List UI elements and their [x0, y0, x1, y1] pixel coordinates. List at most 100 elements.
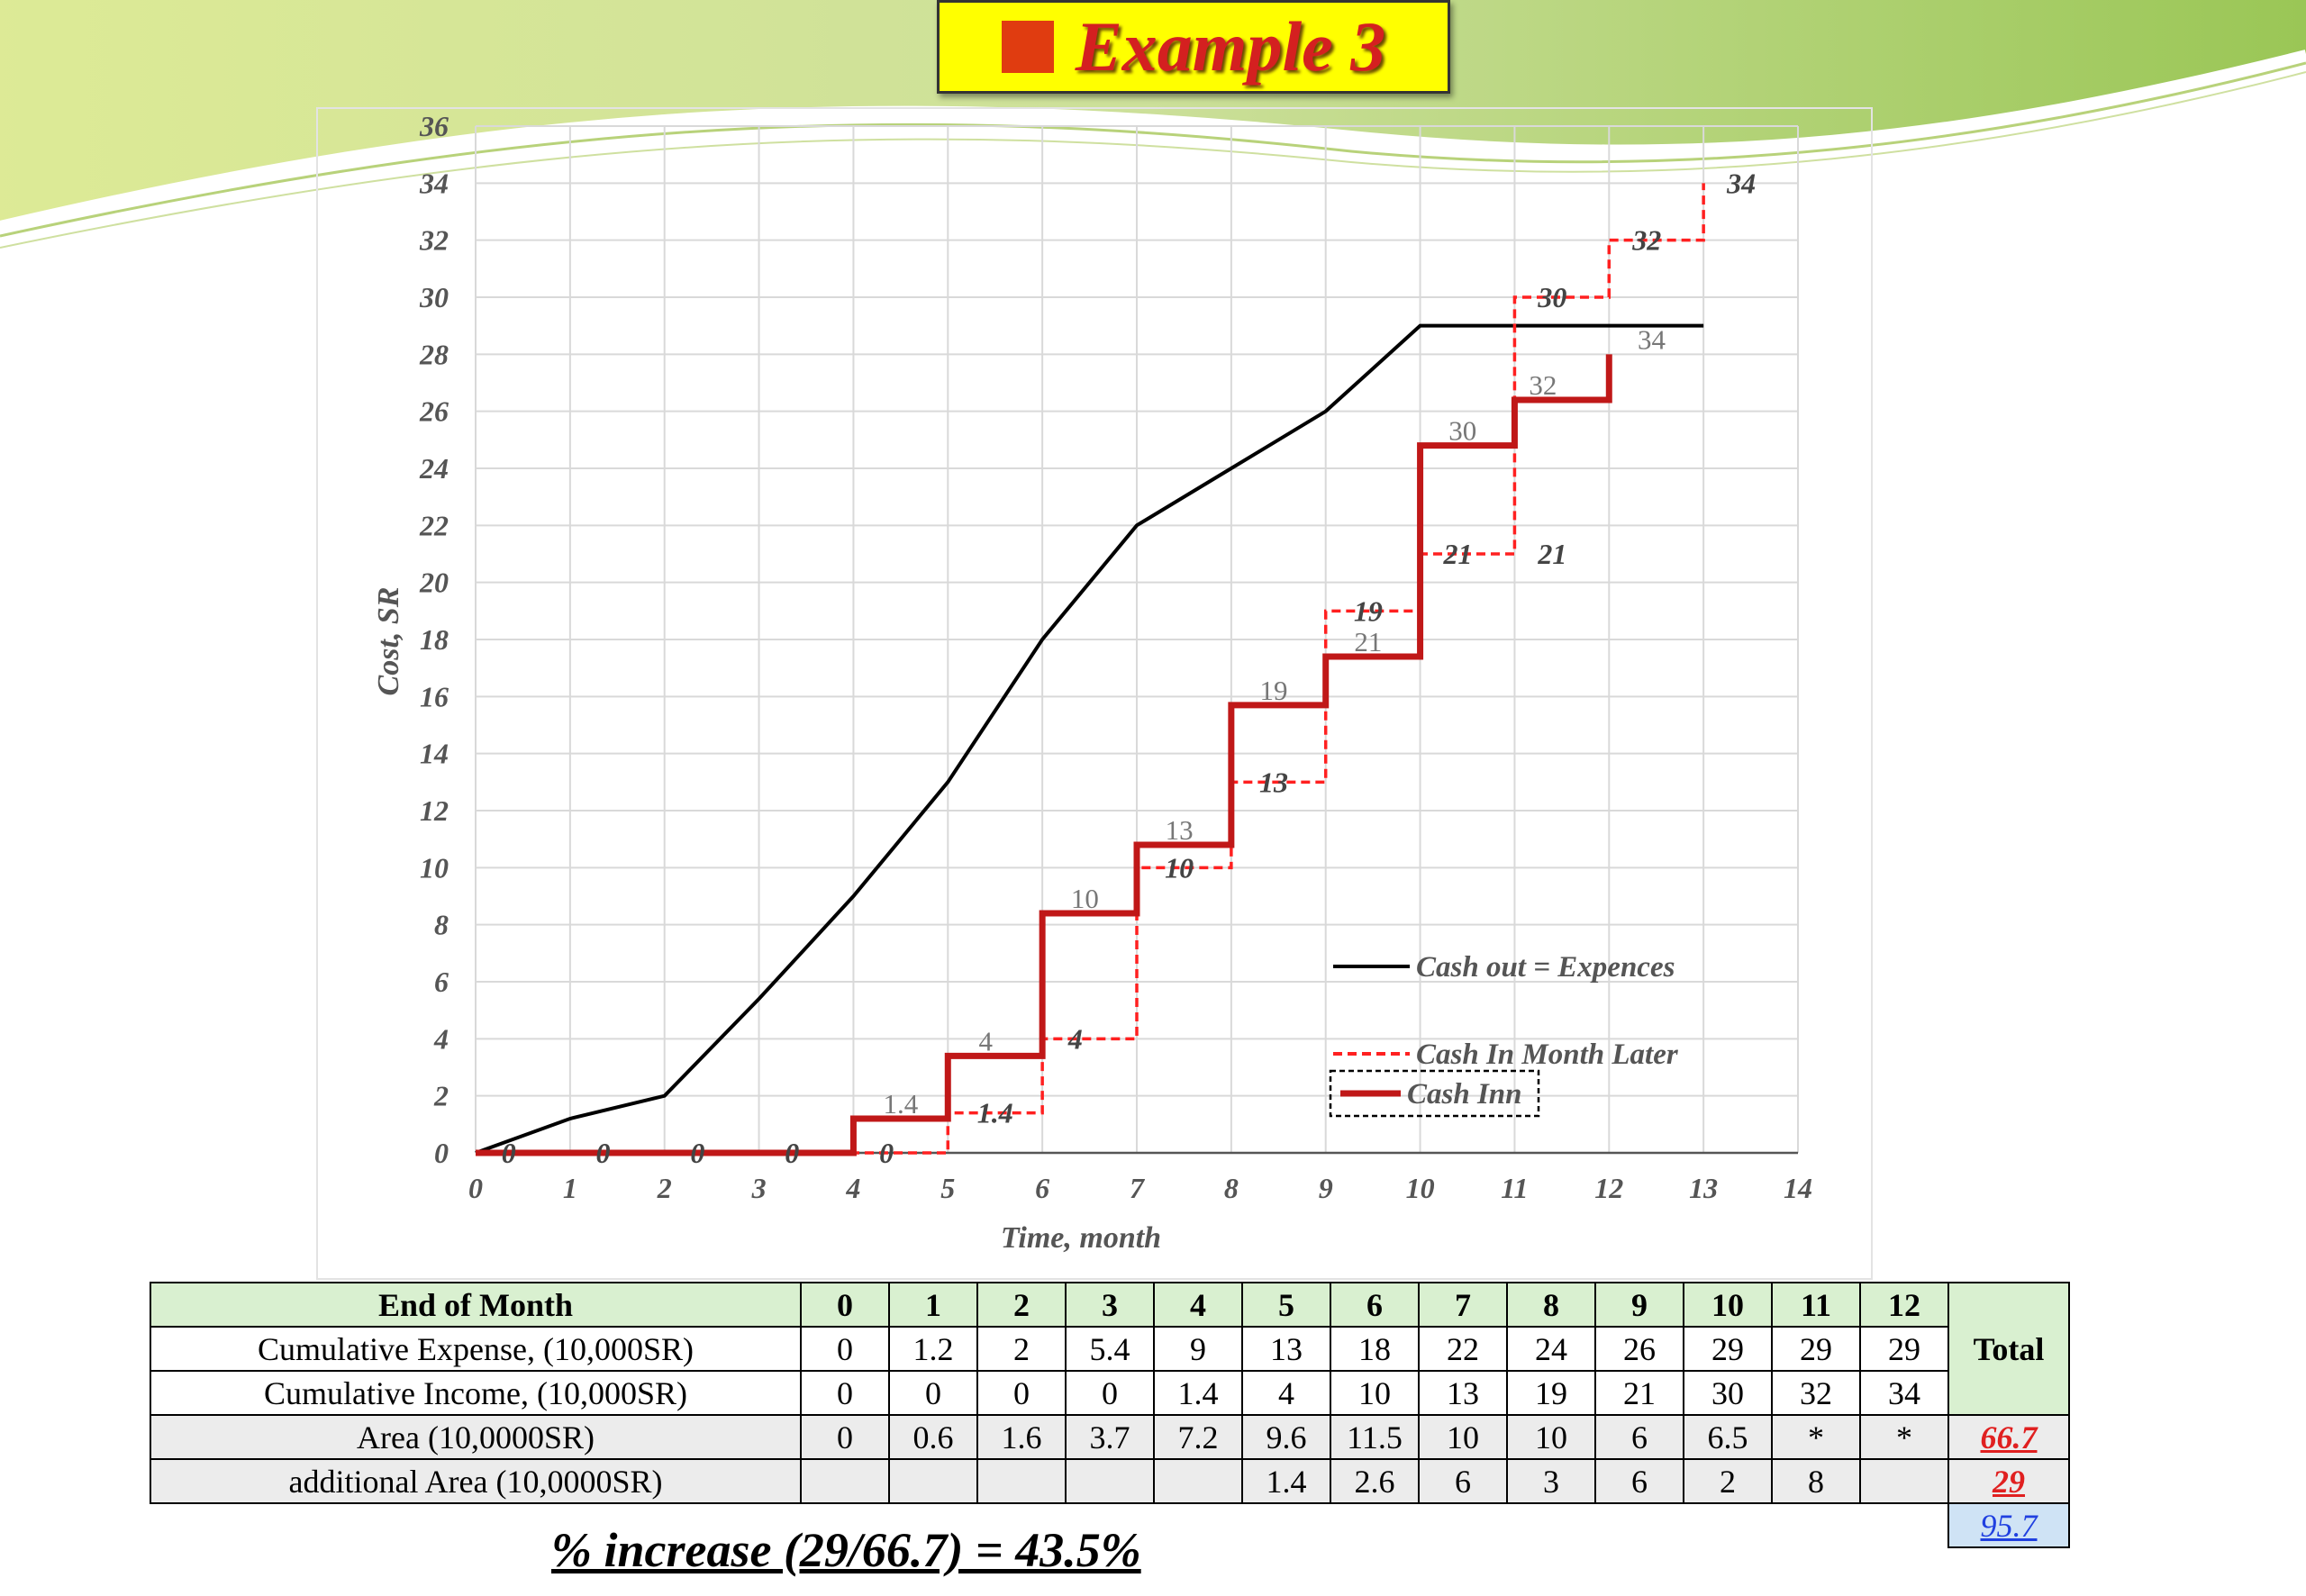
y-tick-label: 30: [419, 281, 449, 313]
table-cell: 1.4: [1241, 1458, 1331, 1504]
legend-label-cash-inn: Cash Inn: [1407, 1078, 1522, 1111]
chart-axes: 0 1 2 3 4 5 6 7 8 9 10 11 12 13 1402468101214161820222…: [419, 110, 1812, 1204]
y-tick-label: 18: [420, 623, 449, 656]
table-month-header: 0: [800, 1282, 890, 1328]
table-cell: 7.2: [1153, 1414, 1243, 1460]
data-label-cash-later: 34: [1726, 167, 1756, 199]
table-cell: 10: [1330, 1370, 1420, 1416]
table-cell: 0: [1065, 1370, 1155, 1416]
x-tick-label: 2: [657, 1172, 672, 1204]
data-label-cash-inn: 21: [1354, 626, 1382, 657]
table-cell: 8: [1771, 1458, 1861, 1504]
y-tick-label: 2: [433, 1080, 449, 1112]
table-cell: 0.6: [888, 1414, 978, 1460]
chart-legend: Cash out = Expences Cash In Month Later …: [1329, 951, 1679, 1118]
table-cell: 0: [800, 1370, 890, 1416]
x-tick-label: 1: [563, 1172, 577, 1204]
table-cell: 29: [1683, 1326, 1773, 1372]
table-cell: 10: [1418, 1414, 1508, 1460]
x-tick-label: 14: [1784, 1172, 1812, 1204]
table-month-header: 6: [1330, 1282, 1420, 1328]
slide-title: Example 3: [1075, 7, 1386, 86]
table-row-label: Cumulative Income, (10,000SR): [150, 1370, 802, 1416]
table-cell: 4: [1241, 1370, 1331, 1416]
table-month-header: 8: [1506, 1282, 1596, 1328]
table-cell: [976, 1458, 1067, 1504]
data-label-cash-inn: 32: [1529, 369, 1557, 401]
y-tick-label: 32: [419, 224, 449, 257]
table-cell: 11.5: [1330, 1414, 1420, 1460]
chart-series-layer: [475, 183, 1705, 1156]
table-cell: 1.6: [976, 1414, 1067, 1460]
table-cell: 2: [976, 1326, 1067, 1372]
table-row-label: Area (10,0000SR): [150, 1414, 802, 1460]
data-label-cash-inn: 30: [1448, 415, 1476, 447]
table-cell: 10: [1506, 1414, 1596, 1460]
table-month-header: 11: [1771, 1282, 1861, 1328]
table-month-header: 9: [1594, 1282, 1684, 1328]
y-tick-label: 6: [434, 966, 449, 998]
x-tick-label: 7: [1130, 1172, 1146, 1204]
y-tick-label: 14: [420, 738, 449, 770]
table-month-header: 7: [1418, 1282, 1508, 1328]
x-tick-label: 6: [1035, 1172, 1049, 1204]
table-month-header: 4: [1153, 1282, 1243, 1328]
y-tick-label: 28: [419, 338, 449, 370]
y-tick-label: 10: [420, 851, 449, 884]
x-tick-label: 11: [1501, 1172, 1528, 1204]
cash-flow-table: End of Month 0 1 2 3 4 5 6 7 8 9 10 11 1…: [150, 1282, 2070, 1548]
data-label-cash-later: 21: [1443, 538, 1473, 570]
table-month-header: 1: [888, 1282, 978, 1328]
table-cell: 6: [1418, 1458, 1508, 1504]
table-row-expense: Cumulative Expense, (10,000SR) 0 1.2 2 5…: [150, 1326, 2069, 1372]
table-cell: 1.4: [1153, 1370, 1243, 1416]
table-cell: 21: [1594, 1370, 1684, 1416]
table-cell: 6: [1594, 1458, 1684, 1504]
table-month-header: 10: [1683, 1282, 1773, 1328]
table-total-area: 66.7: [1947, 1414, 2070, 1460]
y-tick-label: 16: [420, 680, 449, 712]
table-cell: [1153, 1458, 1243, 1504]
data-label-cash-inn: 10: [1071, 883, 1099, 914]
table-cell: 2.6: [1330, 1458, 1420, 1504]
y-tick-label: 24: [419, 452, 449, 485]
series-line-cash-inn: [476, 354, 1612, 1156]
data-label-cash-inn: 34: [1638, 323, 1666, 355]
data-label-cash-inn: 4: [978, 1025, 993, 1056]
table-cell: *: [1771, 1414, 1861, 1460]
table-month-header: 3: [1065, 1282, 1155, 1328]
data-label-cash-later: 4: [1067, 1022, 1083, 1055]
y-tick-label: 8: [434, 909, 449, 941]
data-label-cash-later: 13: [1259, 766, 1288, 798]
table-row-income: Cumulative Income, (10,000SR) 0 0 0 0 1.…: [150, 1370, 2069, 1416]
data-label-cash-later: 0: [785, 1137, 799, 1169]
table-row-area: Area (10,0000SR) 0 0.6 1.6 3.7 7.2 9.6 1…: [150, 1414, 2070, 1460]
data-label-cash-later: 30: [1537, 281, 1566, 313]
table-cell: 5.4: [1065, 1326, 1155, 1372]
cash-flow-chart: 0 1 2 3 4 5 6 7 8 9 10 11 12 13 1402468101214161820222…: [372, 110, 1812, 1255]
data-label-cash-later: 0: [690, 1137, 704, 1169]
y-tick-label: 22: [419, 509, 449, 541]
table-cell: 6: [1594, 1414, 1684, 1460]
table-cell: 29: [1859, 1326, 1949, 1372]
table-cell: 9.6: [1241, 1414, 1331, 1460]
x-tick-label: 12: [1594, 1172, 1623, 1204]
x-tick-label: 9: [1319, 1172, 1333, 1204]
y-tick-label: 20: [419, 567, 449, 599]
table-cell: 3.7: [1065, 1414, 1155, 1460]
table-cell: 29: [1771, 1326, 1861, 1372]
x-tick-label: 4: [845, 1172, 860, 1204]
table-cell: 18: [1330, 1326, 1420, 1372]
y-tick-label: 4: [433, 1022, 449, 1055]
table-cell: 19: [1506, 1370, 1596, 1416]
percent-increase-note: % increase (29/66.7) = 43.5%: [551, 1523, 1141, 1577]
table-cell: 3: [1506, 1458, 1596, 1504]
data-label-cash-later: 21: [1537, 538, 1566, 570]
y-tick-label: 26: [419, 395, 449, 428]
table-cell: 9: [1153, 1326, 1243, 1372]
table-cell: 32: [1771, 1370, 1861, 1416]
table-total-additional-area: 29: [1947, 1458, 2070, 1504]
data-label-cash-inn: 19: [1260, 675, 1288, 706]
data-label-cash-inn: 13: [1166, 814, 1194, 846]
